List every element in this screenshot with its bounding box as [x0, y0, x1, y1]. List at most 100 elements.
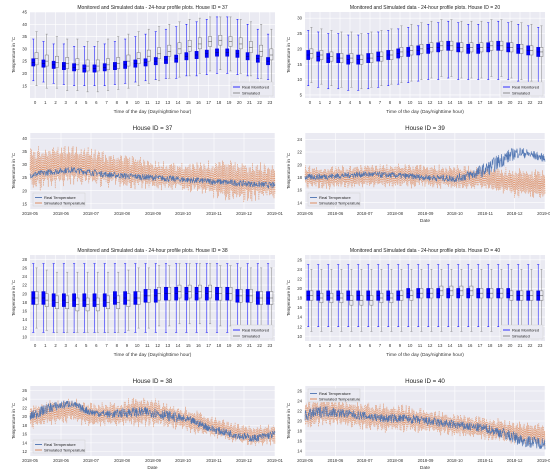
x-tick-label: 20: [508, 100, 513, 105]
legend-label: Real Monitored: [512, 85, 539, 90]
x-tick-label: 2018-07: [83, 211, 99, 216]
x-tick-label: 16: [196, 343, 201, 348]
y-tick-label: 18: [297, 175, 302, 180]
y-tick-label: 26: [22, 388, 27, 393]
x-tick-label: 22: [257, 100, 262, 105]
x-tick-label: 21: [518, 100, 523, 105]
y-tick-label: 14: [297, 315, 302, 320]
box-simulated: [177, 42, 182, 55]
y-tick-label: 15: [22, 83, 27, 88]
x-tick-label: 13: [165, 343, 170, 348]
x-tick-label: 22: [528, 100, 533, 105]
x-tick-label: 2018-06: [327, 211, 343, 216]
x-tick-label: 0: [34, 100, 37, 105]
x-tick-label: 10: [408, 343, 413, 348]
y-tick-label: 40: [22, 22, 27, 27]
x-tick-label: 2019-01: [537, 458, 550, 463]
y-tick-label: 20: [297, 286, 302, 291]
y-axis-label: Temperature in °C: [286, 36, 291, 73]
x-tick-label: 18: [216, 100, 221, 105]
y-tick-label: 12: [297, 324, 302, 329]
x-tick-label: 9: [399, 343, 402, 348]
legend-label: Real Monitored: [242, 328, 269, 333]
x-tick-label: 20: [237, 100, 242, 105]
x-tick-label: 17: [206, 100, 211, 105]
y-tick-label: 18: [297, 296, 302, 301]
y-tick-label: 14: [297, 200, 302, 205]
y-tick-label: 20: [22, 291, 27, 296]
x-tick-label: 2018-08: [114, 458, 130, 463]
y-tick-label: 16: [297, 439, 302, 444]
x-tick-label: 9: [399, 100, 402, 105]
chart-panel: 12 14 16 18 20 22 24 26 House ID = 38 Temperature…: [11, 378, 283, 471]
legend-label: Real Temperature: [319, 195, 351, 200]
y-tick-label: 10: [22, 334, 27, 339]
x-tick-label: 2: [329, 100, 332, 105]
y-tick-label: 16: [22, 432, 27, 437]
x-tick-label: 10: [408, 100, 413, 105]
x-tick-label: 1: [319, 100, 322, 105]
x-tick-label: 2: [54, 343, 57, 348]
y-tick-label: 24: [297, 137, 302, 142]
x-tick-label: 2018-10: [447, 458, 463, 463]
y-axis-label: Temperature in °C: [11, 402, 16, 439]
x-tick-label: 8: [116, 343, 119, 348]
legend-label: Simulated Temperature: [319, 201, 361, 206]
y-tick-label: 15: [297, 62, 302, 67]
x-tick-label: 5: [85, 100, 88, 105]
series-line-real: [29, 400, 276, 443]
x-tick-label: 2018-05: [22, 211, 38, 216]
x-tick-label: 3: [339, 343, 342, 348]
x-tick-label: 11: [418, 100, 423, 105]
x-axis-label: Time of the day (Day/nighttime hour): [386, 352, 464, 358]
x-tick-label: 13: [165, 100, 170, 105]
x-tick-label: 23: [268, 343, 273, 348]
chart-title: Monitored and Simulated data - 24-hour p…: [77, 248, 227, 254]
x-tick-label: 0: [34, 343, 37, 348]
x-tick-label: 6: [95, 343, 98, 348]
legend-box: [230, 324, 274, 340]
chart-panel: 15 20 25 30 35 40 House ID = 37 Temperature in …: [11, 125, 283, 216]
y-tick-label: 5: [300, 93, 303, 98]
x-tick-label: 2018-09: [418, 211, 434, 216]
x-tick-label: 13: [438, 100, 443, 105]
box-simulated: [238, 37, 243, 50]
chart-title: House ID = 38: [133, 378, 173, 385]
x-tick-label: 2018-09: [145, 211, 161, 216]
chart-title: Monitored and Simulated data - 24-hour p…: [350, 5, 500, 11]
x-tick-label: 2019-01: [267, 458, 283, 463]
legend-label: Real Temperature: [44, 442, 76, 447]
x-tick-label: 2018-10: [175, 458, 191, 463]
x-tick-label: 22: [257, 343, 262, 348]
x-tick-label: 1: [44, 343, 47, 348]
x-tick-label: 2018-09: [145, 458, 161, 463]
x-tick-label: 2019-01: [267, 211, 283, 216]
box-simulated: [167, 44, 172, 57]
x-tick-label: 19: [227, 343, 232, 348]
x-tick-label: 0: [309, 100, 312, 105]
y-axis-label: Temperature in °C: [11, 152, 16, 189]
legend-label: Simulated Temperature: [44, 201, 86, 206]
x-tick-label: 14: [448, 100, 453, 105]
x-tick-label: 2018-10: [175, 211, 191, 216]
x-tick-label: 8: [116, 100, 119, 105]
x-tick-label: 18: [488, 343, 493, 348]
legend-label: Simulated: [512, 91, 530, 96]
x-tick-label: 2018-07: [357, 458, 373, 463]
x-tick-label: 15: [458, 100, 463, 105]
x-tick-label: 22: [528, 343, 533, 348]
legend-label: Simulated: [512, 334, 530, 339]
x-tick-label: 10: [135, 100, 140, 105]
y-tick-label: 25: [22, 59, 27, 64]
x-tick-label: 19: [498, 100, 503, 105]
y-tick-label: 14: [22, 440, 27, 445]
x-tick-label: 2018-10: [447, 211, 463, 216]
chart-title: Monitored and Simulated data - 24-hour p…: [77, 5, 227, 11]
series-line-simulated: [29, 397, 276, 447]
x-tick-label: 2018-06: [327, 458, 343, 463]
y-axis-label: Temperature in °C: [286, 279, 291, 316]
x-tick-label: 6: [95, 100, 98, 105]
x-tick-label: 6: [369, 343, 372, 348]
x-tick-label: 7: [379, 343, 382, 348]
x-tick-label: 18: [216, 343, 221, 348]
